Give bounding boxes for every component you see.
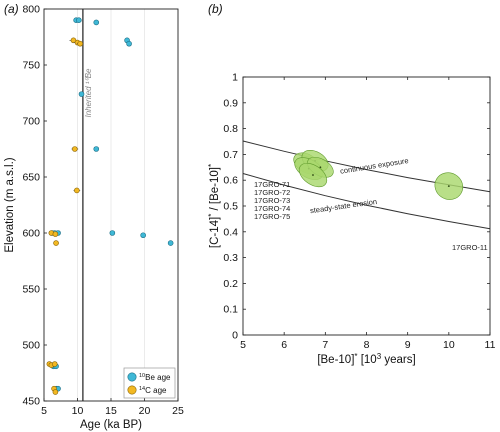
chart-a-x-tick-label: 25 <box>172 405 184 417</box>
chart-a-x-tick-label: 10 <box>72 405 84 417</box>
chart-a-y-tick-label: 500 <box>22 340 40 352</box>
chart-b-x-axis-label: [Be-10]* [103 years] <box>317 352 415 367</box>
chart-b-y-tick-label: 0.5 <box>223 201 238 213</box>
be-age-point <box>140 232 146 239</box>
legend-entry-label: 14C age <box>139 386 167 395</box>
chart-b-labels: 17GRO-7117GRO-7217GRO-7317GRO-7417GRO-75… <box>254 156 488 252</box>
chart-b-frame <box>242 76 491 336</box>
c-age-point <box>52 231 59 237</box>
chart-a-y-axis-label: Elevation (m a.s.l.) <box>4 157 16 252</box>
steady-state-erosion-curve <box>242 173 491 230</box>
chart-a-y-tick-label: 750 <box>22 60 40 72</box>
chart-b-x-tick-label: 6 <box>281 339 287 351</box>
chart-a-y-tick-label: 600 <box>22 228 40 240</box>
chart-b-y-tick-label: 0 <box>232 330 238 342</box>
sample-label: 17GRO-75 <box>254 212 290 221</box>
chart-a-y-tick-label: 450 <box>22 396 40 408</box>
chart-a-ticks: 5 10 15 20 25 450 500 550 600 650 700 750 800 <box>22 4 184 418</box>
chart-b-x-tick-label: 8 <box>364 339 370 351</box>
chart-b-y-tick-label: 0.4 <box>223 226 238 238</box>
chart-b-y-tick-label: 0.1 <box>223 304 238 316</box>
chart-b-ticks: 5 6 7 8 9 10 11 0 0.1 0.2 0.3 0.4 0.5 0.6 0.7 0.8 0.9 1 <box>223 72 495 352</box>
sample-label: 17GRO-73 <box>254 196 290 205</box>
inherited-be-label: Inherited ¹⁰Be <box>84 68 93 118</box>
chart-b-y-tick-label: 0.2 <box>223 278 238 290</box>
sample-label: 17GRO-71 <box>254 180 290 189</box>
sample-centroid-point <box>447 185 450 188</box>
chart-b-ellipses <box>293 149 464 200</box>
chart-b-y-tick-label: 0.3 <box>223 252 238 264</box>
chart-b: 5 6 7 8 9 10 11 0 0.1 0.2 0.3 0.4 0.5 0.6 0.7 0.8 0.9 1 1… <box>207 72 496 367</box>
legend-be-marker <box>127 372 137 382</box>
chart-b-x-tick-label: 9 <box>405 339 411 351</box>
c-age-point <box>51 361 58 367</box>
be-age-point <box>109 230 116 236</box>
c-age-point <box>52 389 59 395</box>
chart-b-y-tick-label: 0.6 <box>223 175 238 187</box>
c-age-point <box>53 240 59 246</box>
be-age-point <box>76 17 82 24</box>
chart-b-x-tick-label: 10 <box>443 339 455 351</box>
chart-a-x-tick-label: 5 <box>41 405 47 417</box>
sample-label: 17GRO-74 <box>254 204 290 213</box>
legend-c-marker <box>127 385 137 395</box>
chart-a-frame <box>43 8 179 402</box>
chart-b-x-tick-label: 7 <box>322 339 328 351</box>
chart-a-grid <box>77 9 145 401</box>
chart-a-y-tick-label: 800 <box>22 4 40 16</box>
chart-a-x-tick-label: 20 <box>139 405 151 417</box>
chart-a-legend: 10Be age 14C age <box>123 367 176 399</box>
chart-b-y-tick-label: 0.9 <box>223 97 238 109</box>
be-age-point <box>78 91 85 97</box>
chart-b-x-tick-label: 5 <box>240 339 246 351</box>
chart-a-points <box>46 17 174 395</box>
panel-b-label: (b) <box>208 2 223 16</box>
sample-ellipse-group <box>434 172 464 200</box>
chart-b-y-axis-label: [C-14]* / [Be-10]* <box>207 164 222 248</box>
chart-a-y-tick-label: 550 <box>22 284 40 296</box>
sample-ellipse-group <box>298 162 328 188</box>
continuous-exposure-label: continuous exposure <box>339 156 409 176</box>
c-age-point <box>77 40 83 47</box>
chart-b-y-tick-label: 0.8 <box>223 123 238 135</box>
sample-label: 17GRO-11 <box>452 243 488 252</box>
chart-a-y-tick-label: 700 <box>22 116 40 128</box>
chart-a-x-axis-label: Age (ka BP) <box>80 419 142 431</box>
be-age-point <box>167 240 174 246</box>
be-age-point <box>93 19 100 26</box>
panel-a-label: (a) <box>4 2 19 16</box>
be-age-point <box>126 40 132 47</box>
sample-centroid-point <box>312 174 314 176</box>
chart-b-y-tick-label: 0.7 <box>223 149 238 161</box>
be-age-point <box>93 146 100 152</box>
legend-entry-label: 10Be age <box>139 373 171 382</box>
chart-a-x-tick-label: 15 <box>105 405 117 417</box>
c-age-point <box>74 187 80 194</box>
chart-b-x-tick-label: 11 <box>485 339 496 351</box>
c-age-point <box>72 146 78 152</box>
sample-centroid-point <box>319 166 322 169</box>
sample-label: 17GRO-72 <box>254 188 290 197</box>
chart-b-y-tick-label: 1 <box>232 72 238 84</box>
chart-a: 5 10 15 20 25 450 500 550 600 650 700 750 800 Inheri… <box>4 4 184 432</box>
chart-a-y-tick-label: 650 <box>22 172 40 184</box>
